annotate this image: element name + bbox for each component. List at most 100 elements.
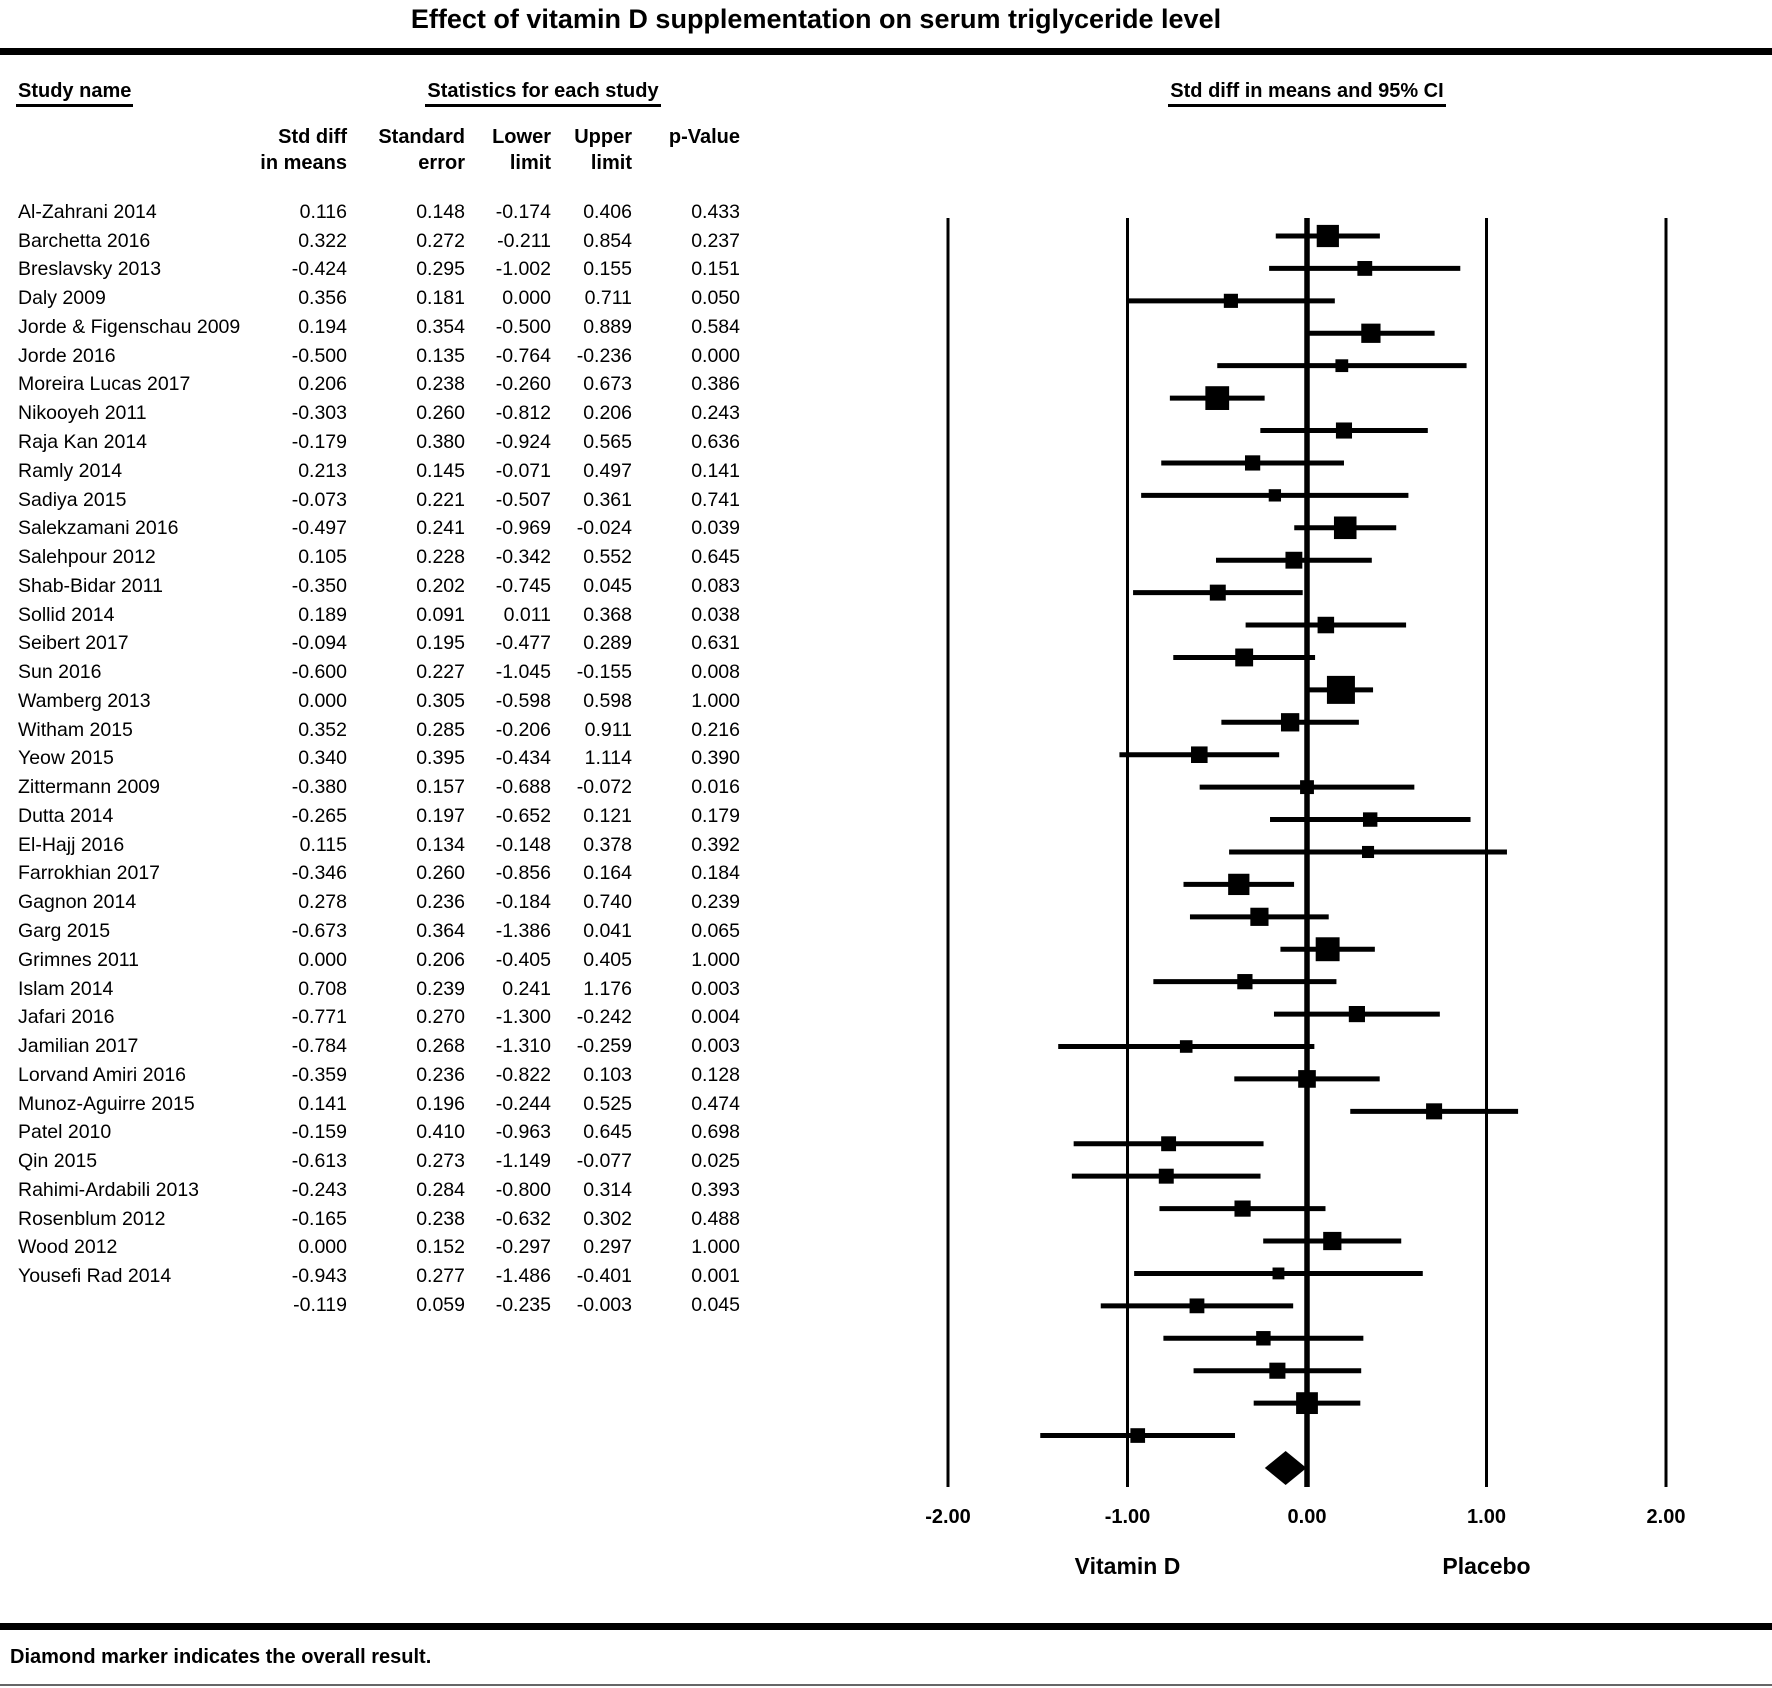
lower-limit-cell: -0.500 [495,315,551,338]
lower-limit-cell: -0.342 [495,546,551,569]
mean-square-marker [1335,422,1353,439]
table-row: Patel 2010 -0.159 0.410 -0.963 0.645 0.698 [18,1119,740,1148]
std-diff-cell: 0.213 [298,459,347,482]
mean-square-marker [1250,907,1269,926]
mean-square-marker [1317,616,1335,634]
upper-limit-cell: 0.598 [583,689,632,712]
lower-limit-cell: 0.011 [503,603,551,626]
table-row: Salekzamani 2016 -0.497 0.241 -0.969 -0.024 0… [18,514,740,543]
std-diff-cell: 0.000 [298,689,347,712]
upper-limit-cell: 0.889 [583,315,632,338]
table-row: Yousefi Rad 2014 -0.943 0.277 -1.486 -0.401 0… [18,1262,740,1291]
standard-error-cell: 0.181 [416,287,465,310]
study-name-cell: Salehpour 2012 [18,546,156,569]
mean-square-marker [1234,1200,1251,1217]
std-diff-cell: -0.359 [291,1063,347,1086]
plot-header: Std diff in means and 95% CI [1107,80,1507,107]
upper-limit-cell: 0.645 [583,1121,632,1144]
study-name-cell: Patel 2010 [18,1121,112,1144]
upper-limit-cell: -0.259 [576,1035,632,1058]
upper-limit-cell: 0.045 [583,574,632,597]
p-value-cell: 1.000 [691,948,740,971]
table-row: Munoz-Aguirre 2015 0.141 0.196 -0.244 0.525 0… [18,1090,740,1119]
upper-limit-cell: 0.289 [583,632,632,655]
standard-error-cell: 0.410 [416,1121,465,1144]
standard-error-cell: 0.284 [416,1178,465,1201]
mean-square-marker [1235,648,1254,667]
standard-error-cell: 0.268 [416,1035,465,1058]
upper-limit-cell: -0.072 [576,776,632,799]
table-row: Lorvand Amiri 2016 -0.359 0.236 -0.822 0.103… [18,1061,740,1090]
standard-error-cell: 0.241 [416,517,465,540]
mean-square-marker [1191,746,1208,764]
table-row: Raja Kan 2014 -0.179 0.380 -0.924 0.565 0.636 [18,428,740,457]
p-value-cell: 0.393 [691,1178,740,1201]
lower-limit-cell: -1.486 [495,1265,551,1288]
mean-square-marker [1237,974,1253,990]
std-diff-cell: 0.206 [298,373,347,396]
study-name-cell: Moreira Lucas 2017 [18,373,191,396]
standard-error-cell: 0.091 [416,603,465,626]
study-name-cell: Lorvand Amiri 2016 [18,1063,187,1086]
mean-square-marker [1189,1298,1205,1314]
lower-limit-cell: -0.477 [495,632,551,655]
lower-limit-cell: -1.300 [495,1006,551,1029]
p-value-cell: 0.141 [691,459,740,482]
p-value-cell: 0.433 [691,200,740,223]
std-diff-cell: -0.346 [291,862,347,885]
std-diff-cell: -0.119 [293,1293,347,1316]
standard-error-cell: 0.197 [416,804,465,827]
standard-error-cell: 0.380 [416,431,465,453]
mean-square-marker [1323,1231,1342,1251]
study-name-cell: Jorde 2016 [18,344,116,367]
p-value-cell: 0.065 [691,920,740,943]
p-value-cell: 0.179 [691,804,740,827]
table-row: Sadiya 2015 -0.073 0.221 -0.507 0.361 0.741 [18,486,740,515]
upper-limit-cell: 0.378 [583,833,632,856]
mean-square-marker [1223,293,1238,308]
table-row: Rosenblum 2012 -0.165 0.238 -0.632 0.302 0.48… [18,1205,740,1234]
std-diff-cell: -0.424 [291,258,347,281]
p-value-cell: 0.016 [691,776,740,799]
statistics-table: Al-Zahrani 2014 0.116 0.148 -0.174 0.406 0.43… [18,198,740,1320]
p-value-cell: 0.698 [691,1121,740,1144]
p-value-cell: 0.243 [691,402,740,425]
lower-limit-cell: -0.184 [495,891,551,914]
lower-limit-cell: -0.434 [495,747,551,770]
upper-limit-cell: 0.368 [583,603,632,626]
standard-error-cell: 0.260 [416,862,465,885]
bottom-edge-rule [0,1684,1772,1686]
p-value-cell: 0.184 [691,862,740,885]
p-value-cell: 0.631 [691,632,740,655]
std-diff-cell: 0.105 [298,546,347,569]
table-row: Sollid 2014 0.189 0.091 0.011 0.368 0.038 [18,601,740,630]
std-diff-cell: -0.303 [291,402,347,425]
lower-limit-cell: 0.241 [502,977,551,1000]
study-name-cell: El-Hajj 2016 [18,833,125,856]
p-value-cell: 0.003 [691,977,740,1000]
standard-error-cell: 0.059 [416,1293,465,1316]
standard-error-cell: 0.221 [416,488,465,511]
std-diff-cell: 0.322 [298,229,347,252]
study-name-cell: Wood 2012 [18,1236,118,1259]
table-row: Qin 2015 -0.613 0.273 -1.149 -0.077 0.025 [18,1147,740,1176]
study-name-cell: Yousefi Rad 2014 [18,1265,172,1288]
mean-square-marker [1285,551,1303,569]
upper-limit-cell: 0.206 [583,402,632,425]
standard-error-cell: 0.285 [416,718,465,741]
table-row: Garg 2015 -0.673 0.364 -1.386 0.041 0.065 [18,917,740,946]
std-diff-cell: -0.784 [291,1035,347,1058]
axis-tick-label: 2.00 [1647,1506,1686,1528]
col-header-upper-limit: Upper limit [574,126,632,174]
standard-error-cell: 0.354 [416,315,465,338]
table-row: Wood 2012 0.000 0.152 -0.297 0.297 1.000 [18,1234,740,1263]
std-diff-cell: -0.094 [291,632,347,655]
p-value-cell: 0.008 [691,661,740,684]
lower-limit-cell: -0.745 [495,574,551,597]
upper-limit-cell: 0.121 [583,804,632,827]
mean-square-marker [1357,261,1373,276]
stat-column-headers: Std diff in means Standard error Lower l… [18,124,740,176]
lower-limit-cell: -0.405 [495,948,551,971]
study-name-cell: Salekzamani 2016 [18,517,179,540]
lower-limit-cell: -0.148 [495,833,551,856]
